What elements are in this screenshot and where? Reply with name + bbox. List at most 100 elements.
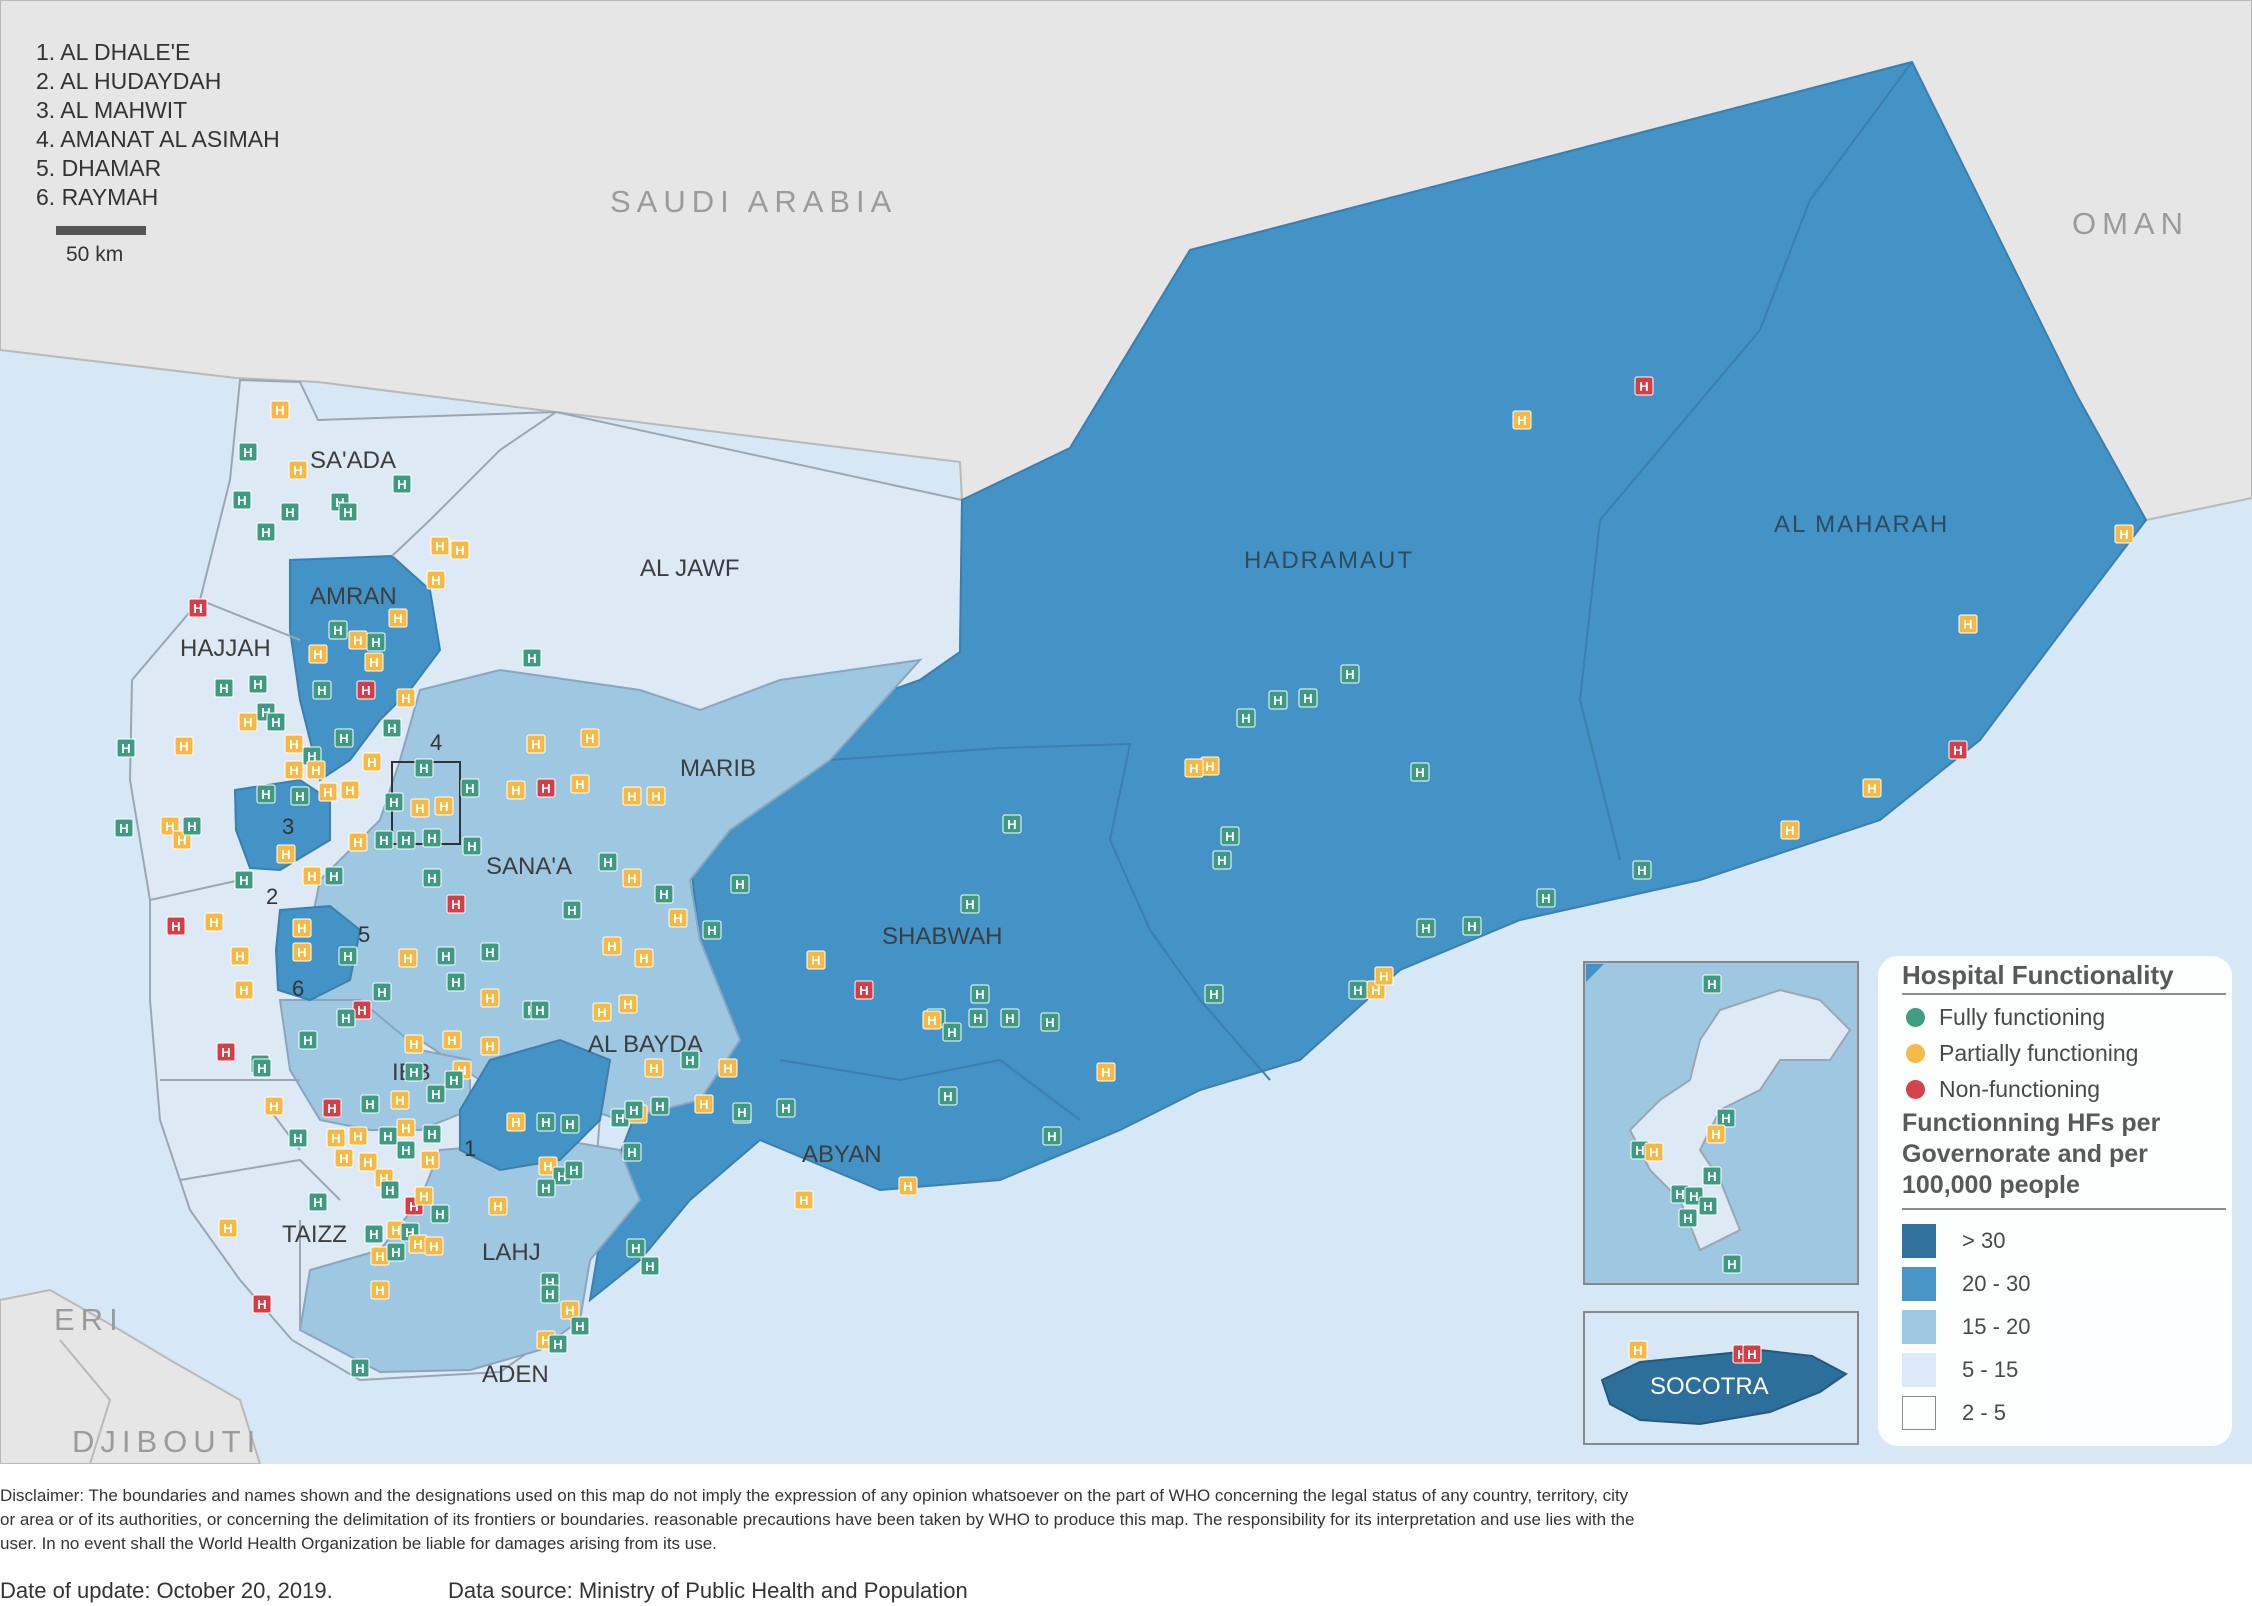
hf-marker-partially: H xyxy=(1200,756,1220,776)
hf-marker-box xyxy=(536,778,556,798)
hf-marker-letter: H xyxy=(485,945,494,960)
hf-marker-fully: H xyxy=(1716,1108,1736,1128)
hf-marker-box xyxy=(298,1030,318,1050)
hf-marker-non: H xyxy=(166,916,186,936)
hf-marker-box xyxy=(634,948,654,968)
hf-marker-letter: H xyxy=(1689,1189,1698,1204)
hf-marker-fully: H xyxy=(444,1070,464,1090)
hf-marker-partially: H xyxy=(424,1236,444,1256)
hf-marker-letter: H xyxy=(649,1061,658,1076)
hf-marker-fully: H xyxy=(384,792,404,812)
key-item: 1. AL DHALE'E xyxy=(36,39,191,65)
hf-marker-box xyxy=(384,792,404,812)
legend-title: Hospital Functionality xyxy=(1902,960,2174,990)
hf-marker-letter: H xyxy=(335,495,344,510)
hf-marker-fully: H xyxy=(1536,888,1556,908)
hf-marker-partially: H xyxy=(396,1118,416,1138)
hf-marker-box xyxy=(426,570,446,590)
hf-marker-partially: H xyxy=(570,774,590,794)
hf-marker-box xyxy=(182,816,202,836)
hf-marker-box xyxy=(644,1058,664,1078)
hf-marker-box xyxy=(1958,614,1978,634)
hf-marker-box xyxy=(420,1150,440,1170)
hf-marker-letter: H xyxy=(257,1297,266,1312)
hf-marker-letter: H xyxy=(413,1237,422,1252)
scale-bar: 50 km xyxy=(56,226,146,267)
hf-marker-partially: H xyxy=(1096,1062,1116,1082)
hf-marker-fully: H xyxy=(480,942,500,962)
hf-marker-fully: H xyxy=(1236,708,1256,728)
hf-marker-partially: H xyxy=(326,1128,346,1148)
hf-marker-letter: H xyxy=(435,539,444,554)
hf-marker-fully: H xyxy=(460,778,480,798)
hf-marker-partially: H xyxy=(334,1148,354,1168)
hf-marker-fully: H xyxy=(392,474,412,494)
hf-marker-letter: H xyxy=(511,783,520,798)
hf-marker-partially: H xyxy=(348,1126,368,1146)
hf-marker-fully: H xyxy=(378,1126,398,1146)
hf-marker-letter: H xyxy=(289,763,298,778)
hf-marker-box xyxy=(288,460,308,480)
hf-marker-letter: H xyxy=(603,855,612,870)
legend-fully-functioning: Fully functioning xyxy=(1906,1004,2105,1031)
hf-marker-fully: H xyxy=(702,920,722,940)
number-marker-5: 5 xyxy=(358,922,370,947)
hf-marker-letter: H xyxy=(645,1259,654,1274)
hf-marker-non: H xyxy=(1634,376,1654,396)
hf-marker-letter: H xyxy=(567,903,576,918)
hf-marker-letter: H xyxy=(295,789,304,804)
gov-label-lahj: LAHJ xyxy=(482,1239,541,1266)
hf-marker-box xyxy=(680,1050,700,1070)
hf-marker-fully: H xyxy=(1678,1208,1698,1228)
legend-dot-non xyxy=(1906,1080,1925,1099)
hf-marker-box xyxy=(522,648,542,668)
hf-marker-box xyxy=(318,782,338,802)
hf-marker-letter: H xyxy=(631,1241,640,1256)
hf-marker-box xyxy=(968,1008,988,1028)
hf-marker-fully: H xyxy=(624,1100,644,1120)
legend-dot-partially xyxy=(1906,1044,1925,1063)
hf-marker-box xyxy=(580,728,600,748)
hf-marker-partially: H xyxy=(388,608,408,628)
hf-marker-letter: H xyxy=(419,1189,428,1204)
hf-marker-partially: H xyxy=(1706,1124,1726,1144)
hf-marker-partially: H xyxy=(622,786,642,806)
hf-marker-box xyxy=(548,1334,568,1354)
hf-marker-box xyxy=(1204,984,1224,1004)
hf-marker-box xyxy=(326,1128,346,1148)
hf-marker-letter: H xyxy=(1225,829,1234,844)
hf-marker-box xyxy=(336,1008,356,1028)
hf-marker-letter: H xyxy=(1785,823,1794,838)
hf-marker-partially: H xyxy=(174,736,194,756)
hf-marker-box xyxy=(422,828,442,848)
hf-marker-letter: H xyxy=(811,953,820,968)
hf-marker-letter: H xyxy=(369,655,378,670)
legend-subtitle: Functionning HFs per Governorate and per… xyxy=(1902,1109,2161,1199)
hf-marker-box xyxy=(1644,1142,1664,1162)
hf-marker-box xyxy=(480,942,500,962)
hf-marker-letter: H xyxy=(1541,891,1550,906)
hf-marker-fully: H xyxy=(324,866,344,886)
hf-marker-letter: H xyxy=(1007,817,1016,832)
hf-marker-letter: H xyxy=(187,819,196,834)
hf-marker-non: H xyxy=(854,980,874,1000)
hf-marker-letter: H xyxy=(1045,1015,1054,1030)
hf-marker-box xyxy=(730,874,750,894)
hf-marker-box xyxy=(372,982,392,1002)
hf-marker-letter: H xyxy=(531,737,540,752)
hf-marker-partially: H xyxy=(318,782,338,802)
hf-marker-partially: H xyxy=(1958,614,1978,634)
hf-marker-fully: H xyxy=(1416,918,1436,938)
hf-marker-letter: H xyxy=(735,877,744,892)
hf-marker-fully: H xyxy=(328,620,348,640)
hf-marker-box xyxy=(280,502,300,522)
hf-marker-letter: H xyxy=(1963,617,1972,632)
hf-marker-fully: H xyxy=(288,1128,308,1148)
hf-marker-letter: H xyxy=(545,1275,554,1290)
hf-marker-fully: H xyxy=(540,1284,560,1304)
hf-marker-box xyxy=(374,830,394,850)
hf-marker-letter: H xyxy=(1241,711,1250,726)
hf-marker-letter: H xyxy=(627,871,636,886)
hf-marker-box xyxy=(292,918,312,938)
